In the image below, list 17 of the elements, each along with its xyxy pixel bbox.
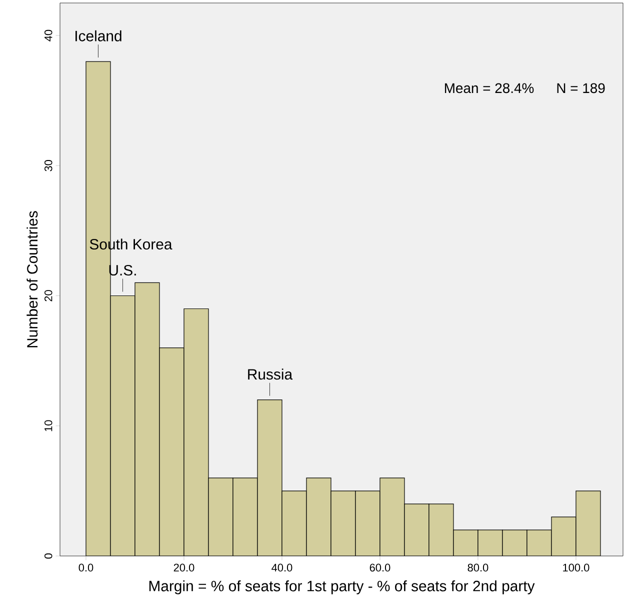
y-tick-label: 40 — [44, 30, 52, 42]
x-tick-label: 20.0 — [174, 564, 194, 572]
annotation: Iceland — [76, 30, 122, 42]
x-tick-label: 40.0 — [272, 564, 292, 572]
annotation: Mean = 28.4% — [444, 83, 534, 94]
y-tick-label: 10 — [44, 420, 52, 432]
x-tick-label: 80.0 — [468, 564, 488, 572]
y-axis-title: Number of Countries — [26, 211, 38, 348]
y-tick-label: 0 — [44, 553, 52, 559]
x-tick-label: 100.0 — [563, 564, 590, 572]
y-tick-label: 20 — [44, 290, 52, 302]
x-tick-label: 60.0 — [370, 564, 390, 572]
x-axis-title: Margin = % of seats for 1st party - % of seats for 2nd party — [149, 580, 535, 594]
x-tick-label: 0.0 — [78, 564, 94, 572]
y-tick-label: 30 — [44, 160, 52, 172]
annotation: N = 189 — [557, 83, 605, 94]
annotation: Russia — [248, 368, 293, 380]
